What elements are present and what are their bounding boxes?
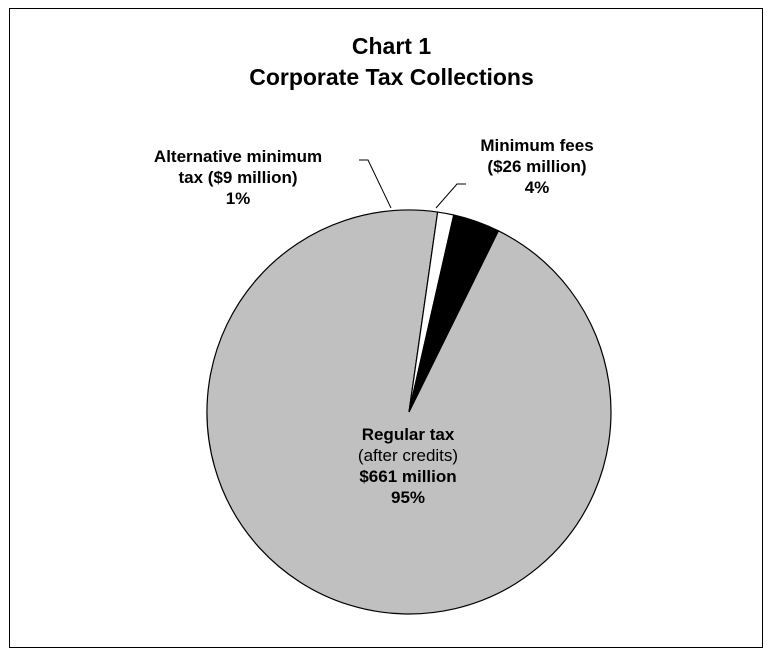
leader-line-amt <box>359 159 392 209</box>
leader-line-minimum-fees <box>435 183 466 209</box>
slice-percent-fees: 4% <box>524 178 550 197</box>
slice-name-fees-line1: Minimum fees <box>480 136 594 155</box>
slice-label-minimum-fees: Minimum fees ($26 million) 4% <box>452 135 622 198</box>
slice-name-regular-tax: Regular tax <box>361 425 455 444</box>
pie-chart <box>206 159 612 615</box>
chart-subtitle: Corporate Tax Collections <box>249 64 534 90</box>
slice-amount-regular-tax: $661 million <box>359 467 457 486</box>
slice-name-amt-line1: Alternative minimum <box>153 147 323 166</box>
chart-title: Chart 1 <box>351 33 432 59</box>
slice-label-regular-tax: Regular tax (after credits) $661 million… <box>300 424 516 508</box>
slice-qualifier-regular-tax: (after credits) <box>357 446 459 465</box>
slice-name-amt-line2: tax ($9 million) <box>178 168 298 187</box>
slice-percent-regular-tax: 95% <box>390 488 426 507</box>
slice-name-fees-line2: ($26 million) <box>487 157 587 176</box>
slice-percent-amt: 1% <box>225 189 251 208</box>
pie-slice-minimum-fees <box>408 214 500 413</box>
slice-label-amt: Alternative minimum tax ($9 million) 1% <box>110 146 366 209</box>
